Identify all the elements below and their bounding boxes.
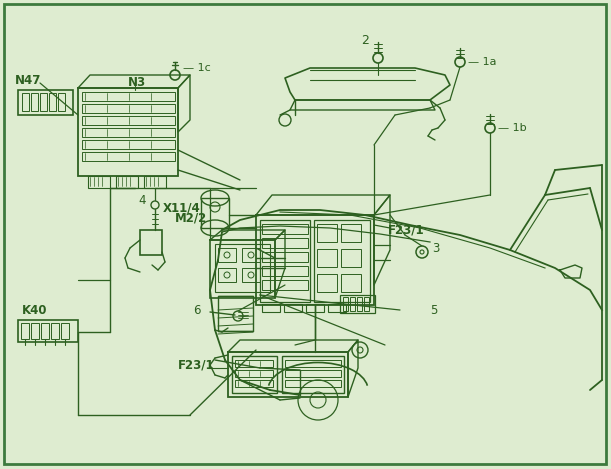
Bar <box>18 90 73 115</box>
Bar <box>82 152 175 161</box>
Bar <box>82 116 175 125</box>
Bar <box>357 297 362 311</box>
Bar <box>232 356 277 393</box>
Bar <box>140 230 162 255</box>
Bar <box>41 323 49 339</box>
Bar <box>341 274 361 292</box>
Text: — 1c: — 1c <box>183 63 211 73</box>
Bar <box>328 304 346 312</box>
Bar <box>284 304 302 312</box>
Bar <box>260 220 310 302</box>
Bar <box>31 323 39 339</box>
Text: N3: N3 <box>128 76 146 89</box>
Bar <box>51 323 59 339</box>
Text: M2/2: M2/2 <box>175 212 207 225</box>
Bar <box>61 323 69 339</box>
Bar <box>82 92 175 101</box>
Text: X11/4: X11/4 <box>163 202 201 214</box>
Bar <box>306 304 324 312</box>
Bar <box>235 370 273 377</box>
Bar <box>262 304 280 312</box>
Text: K40: K40 <box>22 303 48 317</box>
Bar <box>49 93 56 111</box>
Bar <box>317 274 337 292</box>
Bar <box>317 249 337 267</box>
Text: 5: 5 <box>430 303 437 317</box>
Bar <box>82 140 175 149</box>
Bar <box>218 248 236 262</box>
Bar <box>21 323 29 339</box>
Bar <box>31 93 38 111</box>
Bar <box>262 224 308 234</box>
Bar <box>82 104 175 113</box>
Bar <box>210 240 275 298</box>
Bar <box>78 88 178 176</box>
Bar <box>228 352 348 397</box>
Bar <box>364 297 369 311</box>
Bar <box>343 297 348 311</box>
Bar <box>317 224 337 242</box>
Bar <box>262 238 308 248</box>
Bar <box>235 360 273 367</box>
Bar <box>262 252 308 262</box>
Bar <box>341 249 361 267</box>
Bar <box>218 268 236 282</box>
Bar <box>242 268 260 282</box>
Bar <box>256 215 374 305</box>
Bar <box>314 220 370 302</box>
Bar <box>22 93 29 111</box>
Bar <box>242 248 260 262</box>
Bar <box>350 297 355 311</box>
Text: — 1b: — 1b <box>498 123 527 133</box>
Bar <box>285 380 341 387</box>
Bar <box>58 93 65 111</box>
Bar <box>18 320 78 342</box>
Bar <box>262 266 308 276</box>
Bar <box>201 198 229 228</box>
Bar <box>215 244 270 292</box>
Bar <box>285 360 341 367</box>
Bar <box>262 280 308 290</box>
Bar <box>341 224 361 242</box>
Bar <box>82 128 175 137</box>
Bar <box>40 93 47 111</box>
Text: 6: 6 <box>193 303 200 317</box>
Text: — 1a: — 1a <box>468 57 497 67</box>
Bar <box>285 370 341 377</box>
Bar <box>144 176 166 188</box>
Bar <box>88 176 110 188</box>
Bar <box>116 176 138 188</box>
Bar <box>235 380 273 387</box>
Text: 3: 3 <box>432 242 439 255</box>
Text: F23/1: F23/1 <box>388 224 425 236</box>
Text: 2: 2 <box>361 33 369 46</box>
Text: F23/1: F23/1 <box>178 358 214 371</box>
Text: 4: 4 <box>138 194 145 206</box>
Bar <box>282 356 344 393</box>
Bar <box>340 295 375 313</box>
Text: N47: N47 <box>15 74 42 86</box>
Bar <box>218 296 253 331</box>
